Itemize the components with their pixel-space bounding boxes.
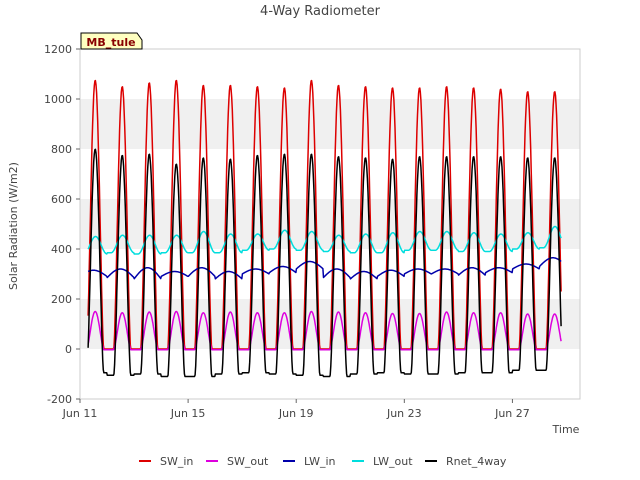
y-tick-label: -200 [47,393,72,406]
y-tick-label: 0 [65,343,72,356]
grid-band [80,99,580,149]
y-tick-label: 800 [51,143,72,156]
legend-label: LW_in [304,455,336,468]
chart-title: 4-Way Radiometer [260,4,381,19]
legend-label: LW_out [373,455,413,468]
site-label-box: MB_tule [80,32,143,50]
series-line-lw-in [87,257,562,280]
x-tick-label: Jun 11 [62,407,98,420]
x-axis-label: Time [552,423,580,436]
x-tick-label: Jun 27 [494,407,530,420]
x-tick-label: Jun 23 [386,407,422,420]
series-line-sw-out [87,310,562,351]
plot-area [87,79,562,378]
axes: -200 0 200 400 600 800 1000 1200 Jun 11 Jun 15 Jun… [44,43,581,420]
legend: SW_in SW_out LW_in LW_out Rnet_4way [139,455,507,468]
x-tick-label: Jun 19 [278,407,314,420]
x-tick-label: Jun 15 [170,407,206,420]
y-axis-label: Solar Radiation (W/m2) [7,162,20,290]
series-line-lw-out [87,225,562,255]
plot-frame [79,48,581,400]
legend-label: SW_in [160,455,193,468]
legend-label: SW_out [227,455,269,468]
legend-label: Rnet_4way [446,455,507,468]
y-tick-label: 1200 [44,43,72,56]
y-tick-label: 1000 [44,93,72,106]
y-tick-label: 400 [51,243,72,256]
series-line-rnet-4way [87,148,562,378]
y-tick-label: 600 [51,193,72,206]
site-label: MB_tule [86,36,135,49]
y-tick-label: 200 [51,293,72,306]
